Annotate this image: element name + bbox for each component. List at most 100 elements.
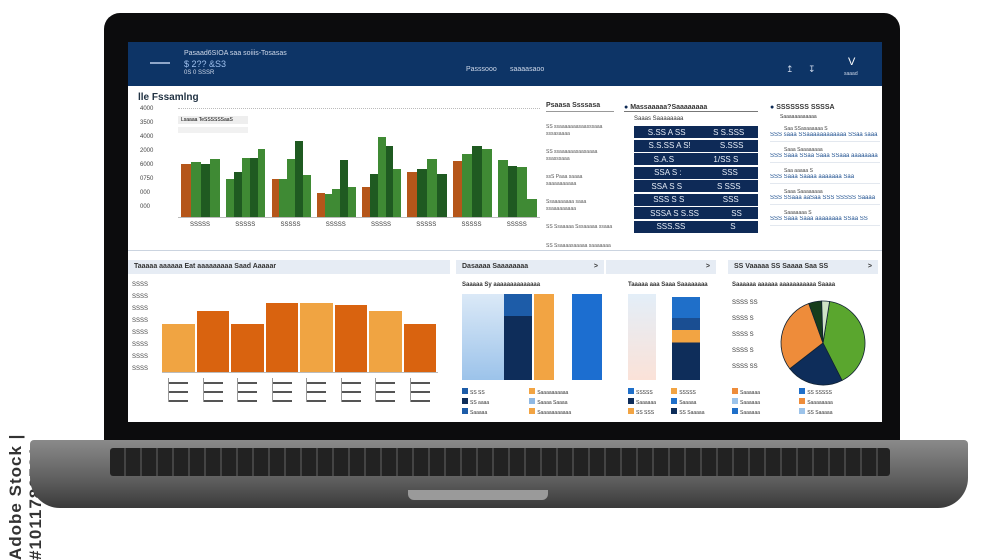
chart-filter-2[interactable]: [178, 127, 248, 133]
chevron-right-icon[interactable]: >: [867, 263, 872, 270]
y-axis: 4000 3500 4000 2000 6000 0750 000 000: [140, 106, 170, 218]
bottom-left-header: Taaaaa aaaaaa Eat aaaaaaaaa Saad Aaaaar: [128, 260, 450, 274]
right-subtitle: Saaaaaaaaaaaa: [780, 114, 817, 120]
pie-chart: [780, 300, 866, 386]
legend-label: Saaaaaa: [636, 400, 657, 406]
list-panel: Psaasa Ssssasa SS ssaaaaaaasaasssaaa sss…: [546, 102, 614, 249]
bar: [210, 158, 221, 217]
legend-item[interactable]: Saaaa Saaaa: [529, 398, 596, 406]
list-item[interactable]: SS Ssaaaaa Sssaaaaa ssaaa: [546, 224, 613, 230]
legend-swatch: [799, 388, 806, 394]
bottom-y-axis: SSSS SSSS SSSS SSSS SSSS SSSS SSSS SSSS: [132, 282, 162, 382]
bar: [265, 302, 298, 372]
table-cell: SSS: [722, 195, 739, 204]
bar: [507, 166, 518, 217]
legend-item[interactable]: SSSSS: [628, 388, 671, 396]
entry[interactable]: Saa aaaaa S SSS Saaa Saaaa aaaaaaa Saa: [770, 165, 880, 184]
legend-swatch: [671, 398, 678, 404]
legend-label: Saaaaaa: [740, 410, 761, 416]
download-icon[interactable]: ↧: [808, 64, 816, 74]
table-row[interactable]: SSSA S S.SS SS: [634, 207, 758, 219]
legend-item[interactable]: Saaaaa: [671, 398, 714, 406]
x-tick-label: SSSSS: [190, 222, 211, 228]
table-row[interactable]: S.A.S 1/SS S: [634, 153, 758, 165]
table-row[interactable]: S.S.SS A S! S.SSS: [634, 139, 758, 152]
legend-item[interactable]: Saaaaaaaa: [799, 398, 866, 406]
pie-label: SSSS S: [732, 316, 754, 322]
bar: [436, 173, 447, 217]
entry[interactable]: Saaa Saaaaaaaa SSS Saaa SSaa Saaa SSaaa a…: [770, 144, 880, 163]
legend-item[interactable]: SS SSSSS: [799, 388, 866, 396]
chevron-right-icon[interactable]: >: [705, 263, 710, 270]
mid2-header[interactable]: >: [606, 260, 716, 274]
bar: [200, 164, 211, 217]
entry-label: Saa aaaaa S: [784, 168, 813, 174]
table-row[interactable]: SSA S S S SSS: [634, 180, 758, 192]
legend-item[interactable]: SS Saaaaa: [671, 408, 714, 416]
legend-swatch: [671, 388, 678, 394]
bar: [393, 169, 402, 217]
legend-item[interactable]: Saaaaaa: [732, 408, 799, 416]
y-tick-label: 000: [140, 190, 151, 196]
entry-value: SSS SSaaa aaSaa SSS SSSSS Saaaa: [770, 195, 876, 201]
bar: [527, 198, 537, 217]
bar: [300, 302, 333, 372]
entry[interactable]: Saaa Saaaaaaaa SSS SSaaa aaSaa SSS SSSSS …: [770, 186, 880, 205]
y-tick-label: SSSS: [132, 354, 149, 360]
pie-subtitle: Saaaaaa aaaaaa aaaaaaaaaaa Saaaa: [732, 282, 836, 288]
entry[interactable]: Saa SSasaaaaaa S SSS saaa SSaaaaaaaaaaaa …: [770, 123, 880, 142]
legend-swatch: [462, 398, 468, 404]
legend-item[interactable]: SS aaaa: [462, 398, 529, 406]
legend-swatch: [529, 408, 536, 414]
pie-header[interactable]: SS Vaaaaa SS Saaaa Saa SS >: [728, 260, 878, 274]
nav-link-2[interactable]: saaaasaoo: [510, 66, 545, 73]
entry-value: SSS Saaa Saaa aaaaaaaa SSaa SS: [770, 216, 868, 222]
mid1-blue-bar: [572, 294, 602, 380]
table-row[interactable]: SSS S S SSS: [634, 193, 758, 206]
menu-icon[interactable]: [150, 62, 170, 64]
dashboard-screen: Pasaad6SIOA saa soiiis-Tosasas $ 2?? &S3…: [128, 42, 882, 422]
legend-item[interactable]: SSSSS: [671, 388, 714, 396]
pie-label: SSSS SS: [732, 300, 758, 306]
legend-item[interactable]: Saaaaaa: [732, 388, 799, 396]
legend-item[interactable]: SS SS: [462, 388, 529, 396]
legend-item[interactable]: Saaaaa: [462, 408, 529, 416]
upload-icon[interactable]: ↥: [786, 64, 794, 74]
y-tick-label: SSSS: [132, 366, 149, 372]
pie-label: SSSS S: [732, 332, 754, 338]
table-subtitle: Saaas Saaaaaaaa: [634, 116, 684, 122]
chevron-down-icon[interactable]: V: [848, 56, 856, 68]
bar: [302, 174, 311, 217]
list-item[interactable]: ssS Paaa saaaa saaaaaaaaaa: [546, 174, 583, 187]
legend-item[interactable]: SS Saaaaa: [799, 408, 866, 416]
x-tick-mark: [202, 378, 223, 402]
legend-item[interactable]: SS SSS: [628, 408, 671, 416]
entry[interactable]: Saaaaaaa S SSS Saaa Saaa aaaaaaaa SSaa SS: [770, 207, 880, 226]
bar: [271, 179, 280, 217]
chevron-right-icon[interactable]: >: [593, 263, 598, 270]
table-cell: 1/SS S: [713, 154, 739, 164]
table-title-text: Massaaaaa?Saaaaaaaa: [630, 104, 708, 111]
legend-label: Saaaaaa: [740, 390, 761, 396]
legend-item[interactable]: Saaaaaa: [732, 398, 799, 406]
legend-item[interactable]: Saaaaaaaaaa: [529, 388, 596, 396]
chart-filter[interactable]: Lsaaaa TeSSSSSSaaS: [178, 116, 248, 124]
table-row[interactable]: SSS.SS S: [634, 220, 758, 233]
pie-slice: [822, 301, 866, 381]
nav-link-1[interactable]: Passsooo: [466, 66, 497, 73]
list-item[interactable]: Ssaaaaaaaa saaa ssaaaaaaaaa: [546, 199, 587, 212]
legend-label: Saaaaaaaa: [807, 400, 833, 406]
table-cell: S S.SSS: [713, 127, 745, 137]
legend-item[interactable]: Saaaaaaaaaaa: [529, 408, 596, 416]
list-item[interactable]: SS ssaaaaaaasaasssaaa sssasaaaa: [546, 124, 603, 137]
mid1-header[interactable]: Dasaaaa Saaaaaaaa >: [456, 260, 604, 274]
table-row[interactable]: S.SS A SS S S.SSS: [634, 126, 758, 138]
bar: [162, 323, 195, 372]
bar: [190, 161, 201, 217]
list-item[interactable]: SS Ssaaaasaaaaa saaaaaaa: [546, 242, 611, 249]
list-item[interactable]: SS ssaaaaaasaasaaaa ssasssaaa: [546, 149, 598, 162]
legend-item[interactable]: Saaaaaa: [628, 398, 671, 406]
table-row[interactable]: SSA S : SSS: [634, 166, 758, 179]
bar: [287, 158, 296, 217]
bottom-x-axis: [162, 378, 438, 408]
